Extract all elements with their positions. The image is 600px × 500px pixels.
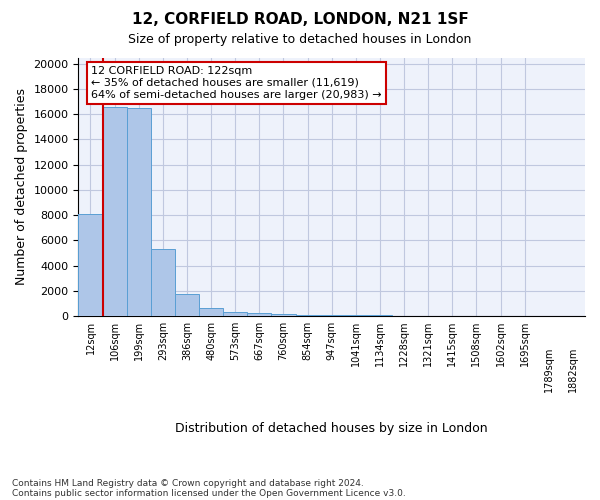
Bar [151, 249, 175, 316]
Text: 12, CORFIELD ROAD, LONDON, N21 1SF: 12, CORFIELD ROAD, LONDON, N21 1SF [131, 12, 469, 28]
Text: Size of property relative to detached houses in London: Size of property relative to detached ho… [128, 32, 472, 46]
Text: Contains public sector information licensed under the Open Government Licence v3: Contains public sector information licen… [12, 488, 406, 498]
Bar [223, 312, 247, 316]
Bar [127, 108, 151, 316]
Y-axis label: Number of detached properties: Number of detached properties [15, 88, 28, 286]
Bar [296, 315, 320, 316]
Text: Contains HM Land Registry data © Crown copyright and database right 2024.: Contains HM Land Registry data © Crown c… [12, 478, 364, 488]
Bar [79, 214, 103, 316]
Text: 1789sqm: 1789sqm [544, 347, 554, 393]
Bar [199, 308, 223, 316]
Text: 1882sqm: 1882sqm [568, 347, 578, 393]
X-axis label: Distribution of detached houses by size in London: Distribution of detached houses by size … [175, 422, 488, 435]
Text: 12 CORFIELD ROAD: 122sqm
← 35% of detached houses are smaller (11,619)
64% of se: 12 CORFIELD ROAD: 122sqm ← 35% of detach… [91, 66, 382, 100]
Bar [247, 313, 271, 316]
Bar [271, 314, 296, 316]
Bar [175, 294, 199, 316]
Bar [320, 315, 344, 316]
Bar [103, 106, 127, 316]
